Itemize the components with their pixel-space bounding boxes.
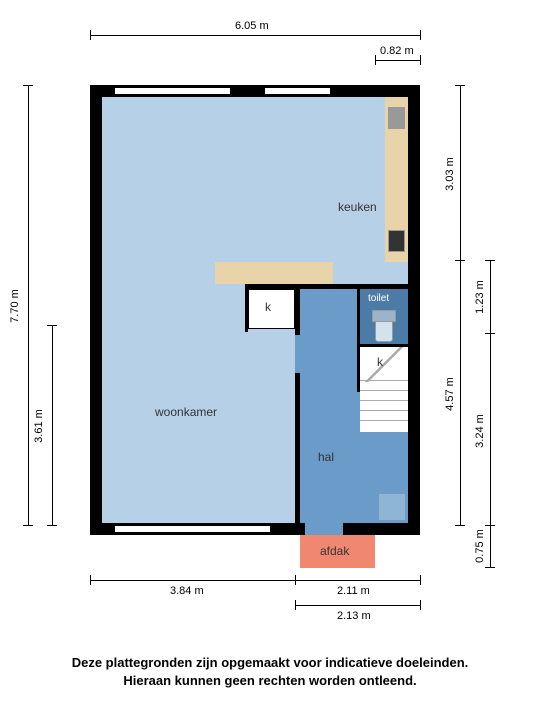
dim-topright-tick-l xyxy=(375,55,376,65)
dim-leftbot-line xyxy=(52,325,53,525)
toilet-cistern xyxy=(372,310,396,322)
dim-b2-tick-r xyxy=(420,575,421,585)
dim-b3-tick-r xyxy=(420,600,421,610)
dim-r4-line xyxy=(490,333,491,525)
dim-r5-tick-b xyxy=(485,567,495,568)
dim-r2-tick-t xyxy=(485,260,495,261)
label-hal: hal xyxy=(318,450,334,464)
dim-top-tick-l xyxy=(90,30,91,40)
dim-top-tick-r xyxy=(420,30,421,40)
stair-4 xyxy=(360,410,408,411)
dim-left-line xyxy=(28,85,29,525)
mat-fixture xyxy=(378,493,406,521)
appliance-hob xyxy=(388,230,405,252)
dim-topright-line xyxy=(375,60,420,61)
wall-left xyxy=(90,85,102,535)
dim-r3-text: 4.57 m xyxy=(444,377,456,411)
label-afdak: afdak xyxy=(320,544,349,558)
dim-b3-text: 2.13 m xyxy=(337,610,371,622)
door-hal-opening xyxy=(295,335,300,373)
wall-right xyxy=(408,85,420,535)
dim-leftbot-tick-t xyxy=(47,325,57,326)
appliance-sink xyxy=(388,107,405,129)
disclaimer-line2: Hieraan kunnen geen rechten worden ontle… xyxy=(20,672,520,690)
dim-r3-line xyxy=(460,260,461,525)
wall-toilet-left xyxy=(357,284,360,347)
dim-r2-line xyxy=(490,260,491,333)
dim-r1-text: 3.03 m xyxy=(444,157,456,191)
dim-r1-line xyxy=(460,85,461,260)
dim-b1-line xyxy=(90,580,295,581)
dim-left-tick-t xyxy=(23,85,33,86)
dim-b3-line xyxy=(295,605,420,606)
room-k1 xyxy=(248,289,295,329)
dim-r1-tick-t xyxy=(455,85,465,86)
dim-b1-tick-l xyxy=(90,575,91,585)
window-top-left xyxy=(115,87,230,95)
dim-leftbot-text: 3.61 m xyxy=(33,409,45,443)
window-bottom-left xyxy=(115,525,270,533)
stair-5 xyxy=(360,420,408,421)
dim-b2-line xyxy=(295,580,420,581)
label-keuken: keuken xyxy=(338,200,377,214)
toilet-fixture xyxy=(375,320,393,342)
disclaimer: Deze plattegronden zijn opgemaakt voor i… xyxy=(0,654,540,690)
counter-horizontal xyxy=(215,262,333,284)
dim-r2-text: 1.23 m xyxy=(474,280,486,314)
stair-diag xyxy=(360,347,408,382)
dim-top-text: 6.05 m xyxy=(235,20,269,32)
stair-2 xyxy=(360,390,408,391)
label-toilet: toilet xyxy=(368,293,389,304)
dim-topright-text: 0.82 m xyxy=(380,45,414,57)
floorplan: keuken woonkamer hal toilet k k xyxy=(90,85,420,535)
dim-leftbot-tick-b xyxy=(47,525,57,526)
dim-r5-line xyxy=(490,525,491,567)
dim-r4-text: 3.24 m xyxy=(474,414,486,448)
dim-b2-text: 2.11 m xyxy=(337,585,370,597)
wall-k1-left xyxy=(245,284,248,332)
label-woonkamer: woonkamer xyxy=(155,405,217,419)
disclaimer-line1: Deze plattegronden zijn opgemaakt voor i… xyxy=(20,654,520,672)
stair-3 xyxy=(360,400,408,401)
dim-b3-tick-l xyxy=(295,600,296,610)
door-front-opening xyxy=(305,523,343,535)
dim-left-text: 7.70 m xyxy=(9,289,21,323)
window-top-right xyxy=(265,87,330,95)
dim-left-tick-b xyxy=(23,525,33,526)
dim-topright-tick-r xyxy=(420,55,421,65)
dim-r5-text: 0.75 m xyxy=(474,529,486,563)
dim-b1-text: 3.84 m xyxy=(170,585,204,597)
label-k1: k xyxy=(265,300,271,314)
dim-r3-tick-b xyxy=(455,525,465,526)
dim-top-line xyxy=(90,35,420,36)
label-k2: k xyxy=(377,355,383,369)
wall-hal-left xyxy=(295,284,300,523)
